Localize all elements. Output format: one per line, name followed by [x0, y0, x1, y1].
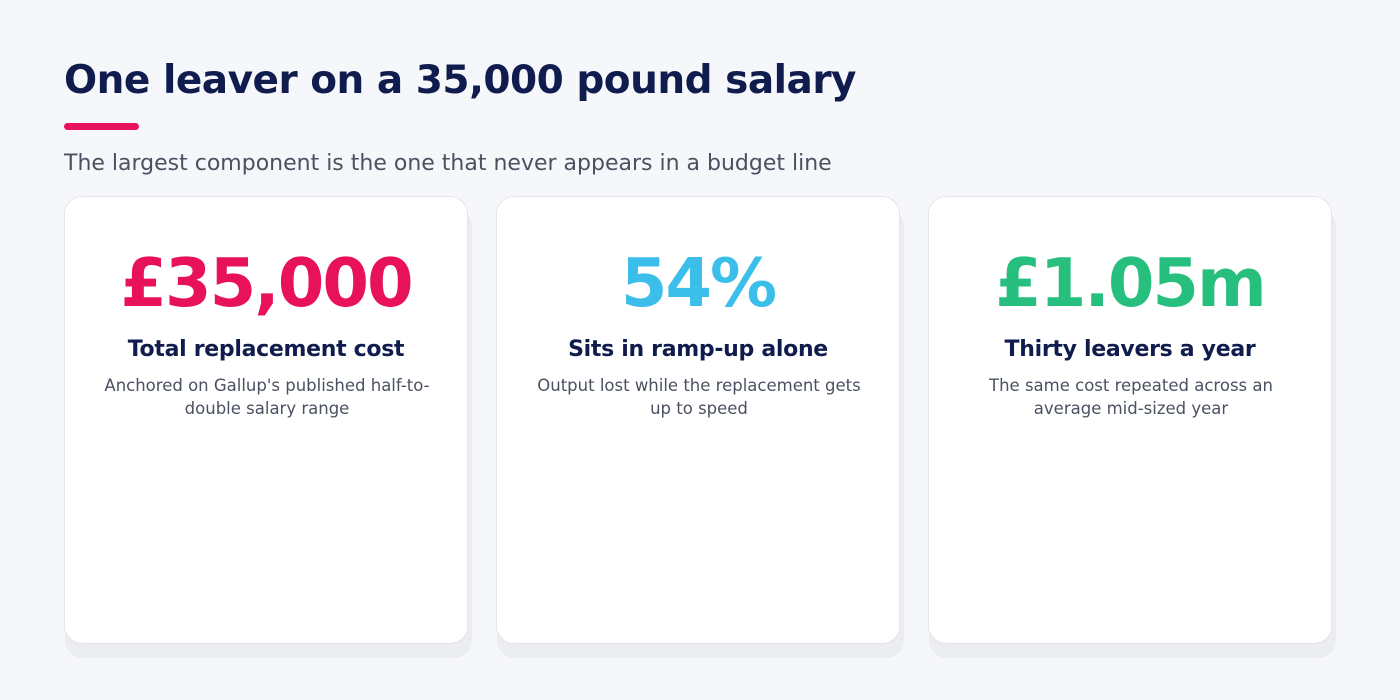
stat-value: 54%: [620, 244, 777, 322]
stat-description: Anchored on Gallup's published half-to-d…: [104, 376, 430, 418]
stat-label: Total replacement cost: [127, 337, 405, 362]
stat-description: Output lost while the replacement gets u…: [537, 376, 861, 418]
stat-card-ramp-up: 54% Sits in ramp-up alone Output lost wh…: [496, 196, 904, 659]
stat-label: Thirty leavers a year: [1004, 337, 1256, 362]
stat-cards: £35,000 Total replacement cost Anchored …: [64, 196, 1336, 659]
card-body: £1.05m Thirty leavers a year The same co…: [928, 196, 1332, 644]
page-title: One leaver on a 35,000 pound salary: [64, 58, 856, 103]
title-accent-rule: [64, 123, 139, 130]
page-subtitle: The largest component is the one that ne…: [64, 151, 832, 176]
card-body: 54% Sits in ramp-up alone Output lost wh…: [496, 196, 900, 644]
stat-card-replacement-cost: £35,000 Total replacement cost Anchored …: [64, 196, 472, 659]
stat-description: The same cost repeated across an average…: [989, 376, 1273, 418]
stat-value: £35,000: [120, 244, 413, 322]
stat-label: Sits in ramp-up alone: [568, 337, 828, 362]
stat-value: £1.05m: [995, 244, 1267, 322]
stat-card-annual-cost: £1.05m Thirty leavers a year The same co…: [928, 196, 1336, 659]
card-body: £35,000 Total replacement cost Anchored …: [64, 196, 468, 644]
